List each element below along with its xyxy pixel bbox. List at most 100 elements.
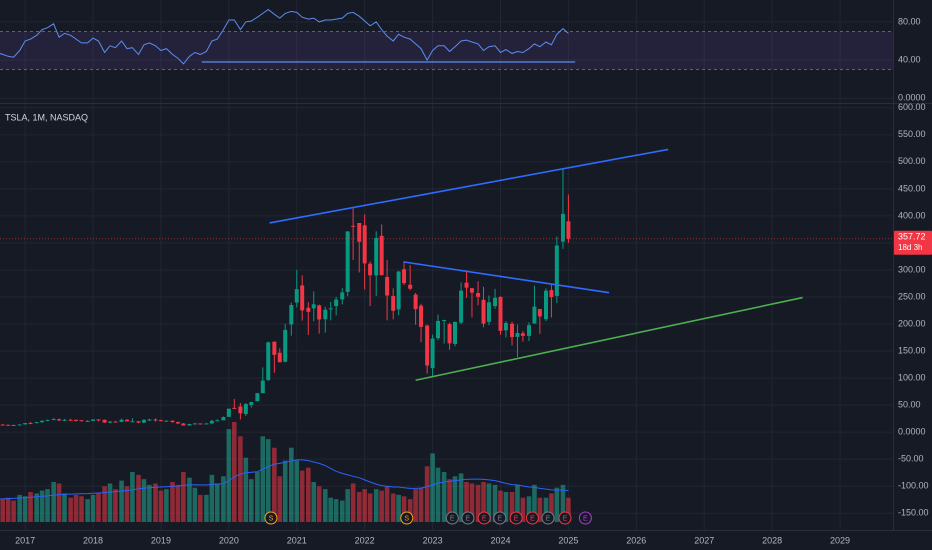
candle-body [108, 421, 113, 423]
candle-body [153, 419, 158, 421]
event-label: E [497, 515, 502, 522]
volume-bar [328, 497, 334, 522]
volume-bar [158, 490, 164, 522]
candle-body [543, 290, 548, 320]
candle-body [357, 222, 362, 242]
volume-bar [136, 474, 141, 522]
candle-body [452, 321, 457, 344]
event-badge [558, 511, 572, 525]
event-label: E [466, 515, 471, 522]
volume-bar [424, 466, 430, 522]
x-tick-label: 2019 [151, 535, 171, 545]
volume-bar [543, 497, 549, 522]
candle-body [306, 307, 311, 312]
candle-body [96, 419, 101, 421]
volume-bar [90, 494, 96, 522]
volume-bar [294, 460, 300, 522]
volume-bar [560, 484, 566, 522]
candle-body [520, 333, 525, 336]
x-tick-label: 2020 [219, 535, 239, 545]
candle-body [119, 419, 124, 422]
event-badge [477, 511, 491, 525]
axes: 2017 2018 2019 2020 2021 2022 2023 2024 2025 2026… [15, 16, 932, 545]
volume-bar [373, 489, 379, 522]
candle-body [368, 263, 373, 276]
y-tick-label: 50.00 [898, 399, 921, 409]
grid [0, 0, 893, 530]
volume-bar [367, 493, 373, 522]
rsi-pane [0, 8, 893, 71]
volume-bar [515, 484, 520, 522]
event-label: E [546, 515, 551, 522]
candle-body [51, 419, 56, 421]
volume-bar [289, 447, 294, 522]
candle-body [57, 419, 62, 421]
candle-body [204, 423, 209, 425]
candle-body [311, 304, 316, 309]
candle-body [40, 420, 45, 423]
volume-bar [430, 453, 435, 522]
volume-bar [379, 490, 384, 522]
volume-bar [503, 492, 509, 522]
volume-bar [282, 460, 288, 522]
volume-bar [187, 477, 192, 522]
candle-body [503, 323, 508, 331]
candle-body [396, 271, 401, 310]
candle-body [187, 424, 192, 426]
volume-bar [17, 494, 22, 522]
candle-body [175, 422, 180, 424]
volume-bar [113, 489, 118, 522]
y-tick-label: 0.0000 [898, 427, 926, 437]
event-marker: E [461, 511, 475, 525]
event-marker: E [525, 511, 539, 525]
candle-body [464, 282, 469, 288]
volume-bar [170, 482, 175, 522]
candle-body [249, 402, 254, 405]
candle-body [527, 325, 532, 336]
volume-bar [226, 429, 232, 522]
volume-bar [248, 479, 254, 522]
candle-body [130, 421, 135, 423]
event-badge [525, 511, 539, 525]
candle-body [221, 417, 226, 421]
volume-bar [181, 472, 186, 522]
volume-bar [0, 499, 6, 522]
volume-bar [102, 486, 107, 522]
volume-bar [255, 472, 260, 522]
candle-body [294, 289, 299, 303]
volume-bar [350, 483, 356, 522]
volume-bar [265, 439, 271, 522]
volume-bar [28, 492, 33, 522]
event-badge [264, 511, 278, 525]
volume-bar [356, 492, 362, 522]
volume-bar [62, 493, 67, 522]
volume-bar [51, 482, 56, 522]
candle-body [447, 324, 452, 344]
event-badge [400, 511, 414, 525]
candle-body [0, 424, 5, 426]
candle-body [459, 290, 464, 323]
candle-body [45, 419, 50, 421]
volume-bar [85, 499, 90, 522]
y-tick-label: 300.00 [898, 264, 926, 274]
candle-body [317, 305, 322, 320]
candle-body [430, 338, 435, 369]
candle-body [11, 425, 16, 427]
candle-body [181, 423, 186, 426]
x-tick-label: 2026 [626, 535, 646, 545]
volume-bar [401, 496, 407, 522]
volume-bar [520, 497, 526, 522]
candle-body [74, 419, 79, 421]
volume-bar [119, 480, 124, 522]
y-tick-label: 500.00 [898, 156, 926, 166]
volume-bar [68, 497, 73, 522]
candle-body [442, 319, 447, 321]
candle-body [136, 421, 141, 423]
y-tick-label: 150.00 [898, 345, 926, 355]
volume-bar [339, 500, 345, 522]
volume-bar [311, 482, 317, 522]
candle-body [515, 333, 520, 337]
event-marker: E [541, 511, 555, 525]
event-label: E [563, 515, 568, 522]
